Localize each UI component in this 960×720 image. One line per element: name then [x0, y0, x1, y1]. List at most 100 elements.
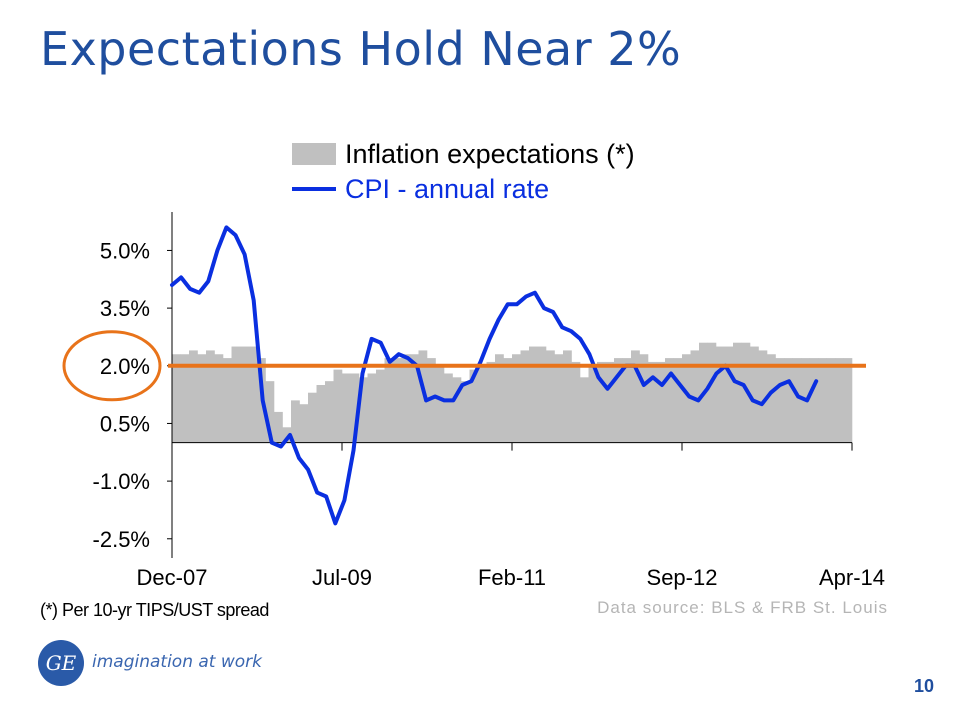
expectation-bar: [843, 358, 853, 443]
expectation-bar: [503, 358, 513, 443]
expectation-bar: [648, 361, 657, 443]
expectation-bar: [622, 358, 632, 443]
y-tick-label: 2.0%: [100, 354, 150, 379]
expectation-bar: [546, 350, 555, 443]
expectation-bar: [427, 358, 436, 443]
chart-legend: Inflation expectations (*) CPI - annual …: [292, 139, 635, 204]
expectation-bar: [563, 350, 572, 443]
expectation-bar: [537, 346, 547, 443]
expectation-bar: [248, 346, 258, 443]
expectation-bar: [299, 404, 309, 443]
slide-title: Expectations Hold Near 2%: [40, 22, 682, 76]
expectation-bar: [333, 369, 343, 443]
expectation-bar: [189, 350, 198, 443]
expectation-bar: [588, 365, 598, 443]
reference-line-group: [62, 330, 866, 402]
expectation-bar: [554, 354, 564, 443]
expectation-bar: [809, 358, 819, 443]
expectation-bar: [214, 354, 224, 443]
x-tick-label: Feb-11: [478, 565, 546, 590]
expectation-bar: [673, 358, 683, 443]
expectation-bar: [486, 361, 496, 443]
expectation-bar: [529, 346, 538, 443]
expectation-bar: [401, 354, 411, 443]
ge-logo-icon: GE: [38, 640, 84, 686]
expectation-bar: [707, 342, 717, 443]
expectation-bar: [410, 354, 419, 443]
expectation-bar: [520, 350, 530, 443]
expectation-bar: [512, 354, 521, 443]
expectation-bar: [384, 358, 394, 443]
expectation-bar: [444, 373, 453, 443]
expectation-bar: [818, 358, 827, 443]
expectation-bar: [452, 377, 462, 443]
expectation-bar: [784, 358, 793, 443]
expectation-bar: [639, 354, 649, 443]
expectation-bar: [282, 427, 292, 443]
expectation-bar: [665, 358, 674, 443]
expectation-bar: [240, 346, 249, 443]
chart-axes: 5.0% 3.5% 2.0% 0.5% -1.0% -2.5% Dec-07 Jul-09 Fe…: [93, 212, 885, 590]
legend-label-expectations: Inflation expectations (*): [345, 139, 635, 169]
cpi-line: [170, 225, 819, 526]
expectation-bar: [724, 346, 734, 443]
expectation-bar: [597, 361, 606, 443]
expectation-bar: [206, 350, 215, 443]
expectation-bar: [350, 373, 360, 443]
expectation-bar: [393, 358, 402, 443]
y-tick-label: 0.5%: [100, 411, 150, 436]
expectation-bar: [469, 369, 479, 443]
expectation-bar: [274, 411, 283, 443]
y-tick-label: -1.0%: [93, 469, 150, 494]
y-tick-label: -2.5%: [93, 527, 150, 552]
expectation-bars: [172, 342, 853, 443]
expectation-bar: [223, 358, 232, 443]
expectation-bar: [435, 365, 445, 443]
expectation-bar: [682, 354, 691, 443]
expectation-bar: [308, 392, 317, 443]
expectation-bar: [775, 358, 785, 443]
x-tick-label: Sep-12: [647, 565, 718, 590]
expectation-bar: [180, 354, 190, 443]
x-tick-label: Dec-07: [137, 565, 208, 590]
expectation-bar: [172, 354, 181, 443]
expectation-bar: [750, 346, 759, 443]
expectation-bar: [792, 358, 802, 443]
expectation-bar: [367, 373, 377, 443]
expectation-bar: [571, 361, 581, 443]
expectation-bar: [265, 381, 275, 443]
cpi-line-group: [170, 225, 819, 526]
expectation-bar: [605, 361, 615, 443]
expectation-bar: [826, 358, 836, 443]
expectation-bar: [580, 377, 589, 443]
expectation-bar: [316, 385, 326, 443]
y-tick-label: 5.0%: [100, 238, 150, 263]
expectation-bar: [359, 377, 368, 443]
legend-label-cpi: CPI - annual rate: [345, 174, 549, 204]
expectation-bar: [767, 354, 776, 443]
expectation-bar: [418, 350, 428, 443]
expectation-bar: [716, 346, 725, 443]
expectation-bar: [495, 354, 504, 443]
data-source: Data source: BLS & FRB St. Louis: [597, 598, 888, 617]
expectation-bar: [342, 373, 351, 443]
expectation-bar: [325, 381, 334, 443]
expectation-bar: [197, 354, 207, 443]
expectation-bar: [376, 369, 385, 443]
expectation-bar: [461, 381, 470, 443]
highlight-circle: [62, 330, 162, 402]
legend-swatch-expectations: [292, 143, 336, 165]
expectation-bar: [291, 400, 300, 443]
y-tick-label: 3.5%: [100, 296, 150, 321]
expectation-bar: [656, 361, 666, 443]
footnote: (*) Per 10-yr TIPS/UST spread: [40, 600, 269, 620]
page-number: 10: [913, 676, 934, 696]
expectation-bar: [231, 346, 241, 443]
x-tick-label: Jul-09: [312, 565, 372, 590]
expectation-bar: [733, 342, 742, 443]
expectation-bar: [631, 350, 640, 443]
x-tick-label: Apr-14: [819, 565, 885, 590]
expectation-bar: [614, 358, 623, 443]
expectation-bar: [690, 350, 700, 443]
